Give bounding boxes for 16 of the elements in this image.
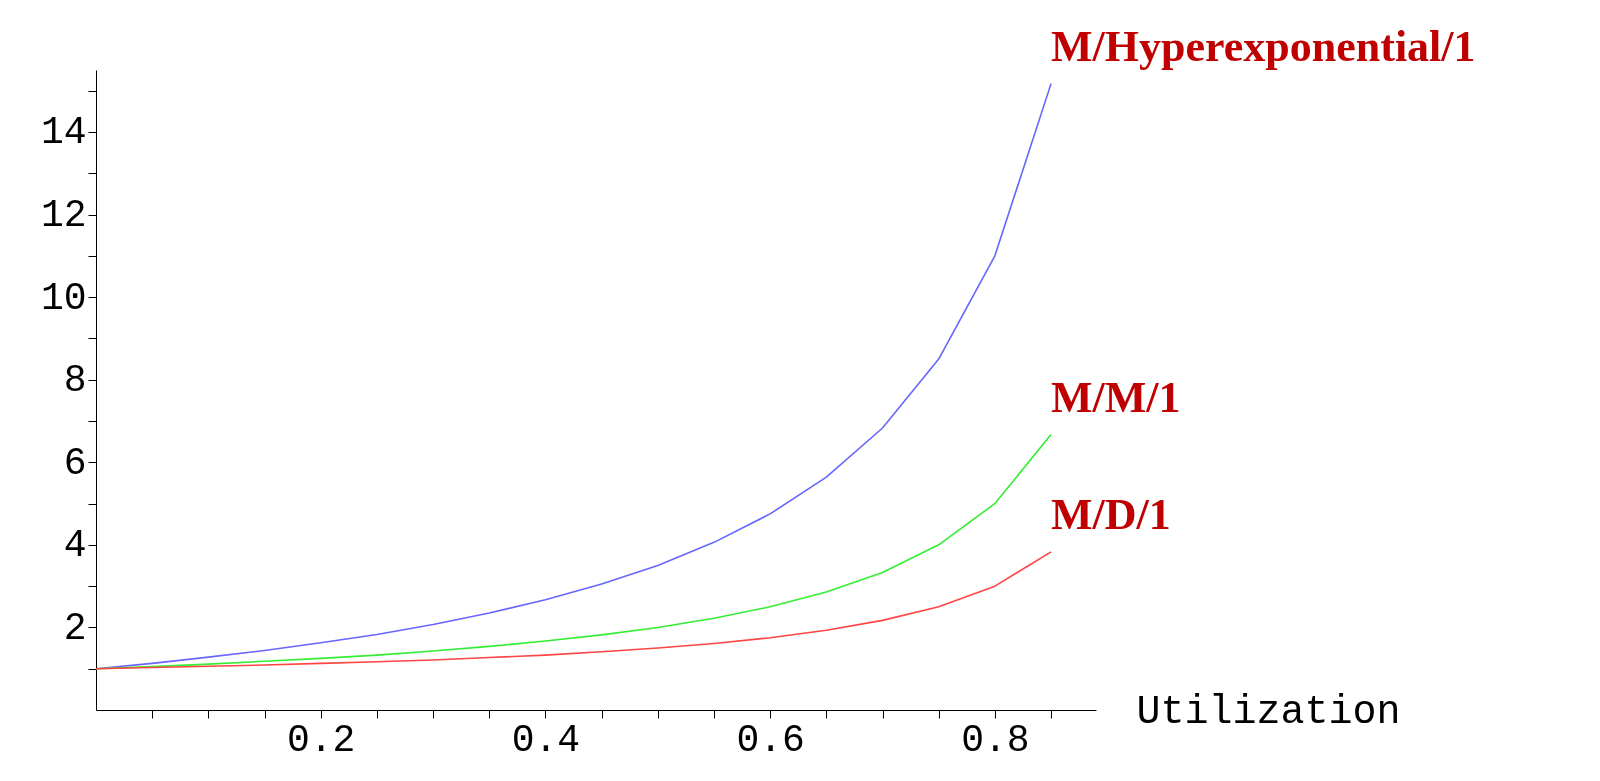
x-tick-label: 0.6 (736, 718, 805, 762)
y-tick-label: 2 (63, 606, 87, 650)
x-axis-title: Utilization (1136, 689, 1401, 735)
y-tick-label: 4 (63, 524, 87, 568)
x-tick-label: 0.4 (511, 718, 581, 762)
series-label: M/D/1 (1051, 489, 1171, 539)
x-tick-label: 0.8 (961, 718, 1030, 762)
y-tick-label: 8 (63, 359, 87, 403)
y-tick-label: 6 (63, 441, 87, 485)
y-tick-label: 14 (40, 111, 87, 155)
x-tick-label: 0.2 (287, 718, 356, 762)
series-label: M/M/1 (1051, 372, 1181, 422)
y-tick-label: 10 (40, 276, 87, 320)
series-label: M/Hyperexponential/1 (1051, 21, 1476, 71)
line-series (95, 551, 1052, 670)
y-tick-label: 12 (40, 194, 87, 238)
